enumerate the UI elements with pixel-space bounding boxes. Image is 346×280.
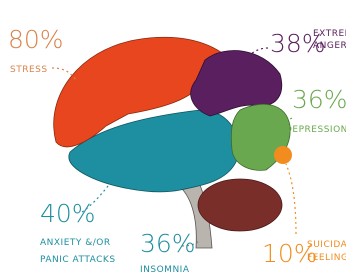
percent: 40%	[40, 199, 96, 228]
label: ANXIETY &/OR	[40, 238, 111, 248]
small-region	[274, 146, 292, 164]
label: EXTREME	[313, 29, 346, 39]
percent: 80%	[8, 25, 64, 54]
leader	[286, 164, 296, 234]
infographic: 80% STRESS 38% EXTREME ANGER 36% DEPRESS…	[0, 0, 346, 280]
label: STRESS	[10, 65, 48, 75]
label: SUICIDAL	[307, 240, 346, 250]
label: INSOMNIA	[140, 265, 190, 275]
percent: 36%	[292, 85, 346, 114]
label: DEPRESSION	[285, 125, 346, 135]
label: FEELINGS	[307, 253, 346, 263]
label: PANIC ATTACKS	[40, 255, 116, 265]
cerebellum	[198, 179, 282, 231]
label: ANGER	[313, 41, 346, 51]
percent: 36%	[140, 229, 196, 258]
